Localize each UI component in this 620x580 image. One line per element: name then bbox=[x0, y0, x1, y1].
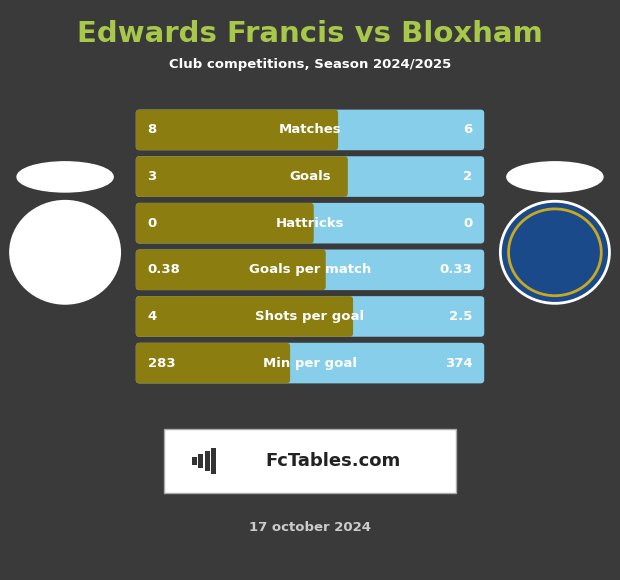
FancyBboxPatch shape bbox=[136, 296, 484, 337]
Text: Edwards Francis vs Bloxham: Edwards Francis vs Bloxham bbox=[77, 20, 543, 48]
FancyBboxPatch shape bbox=[136, 156, 348, 197]
Text: 2.5: 2.5 bbox=[449, 310, 472, 323]
FancyBboxPatch shape bbox=[136, 203, 484, 244]
FancyBboxPatch shape bbox=[136, 110, 338, 150]
FancyBboxPatch shape bbox=[136, 110, 484, 150]
FancyBboxPatch shape bbox=[211, 448, 216, 474]
Ellipse shape bbox=[507, 162, 603, 192]
Text: 4: 4 bbox=[148, 310, 157, 323]
Text: 0.38: 0.38 bbox=[148, 263, 180, 276]
Text: Matches: Matches bbox=[278, 124, 342, 136]
FancyBboxPatch shape bbox=[136, 343, 290, 383]
FancyBboxPatch shape bbox=[136, 249, 484, 290]
FancyBboxPatch shape bbox=[164, 429, 456, 493]
Text: FcTables.com: FcTables.com bbox=[265, 452, 401, 470]
Text: Min per goal: Min per goal bbox=[263, 357, 357, 369]
Circle shape bbox=[11, 201, 120, 303]
FancyBboxPatch shape bbox=[136, 249, 326, 290]
Text: 17 october 2024: 17 october 2024 bbox=[249, 521, 371, 534]
FancyBboxPatch shape bbox=[136, 343, 484, 383]
Text: 6: 6 bbox=[463, 124, 472, 136]
FancyBboxPatch shape bbox=[136, 156, 484, 197]
Text: Goals: Goals bbox=[289, 170, 331, 183]
Text: 283: 283 bbox=[148, 357, 175, 369]
FancyBboxPatch shape bbox=[192, 457, 197, 465]
Text: Club competitions, Season 2024/2025: Club competitions, Season 2024/2025 bbox=[169, 58, 451, 71]
FancyBboxPatch shape bbox=[198, 454, 203, 469]
Text: Goals per match: Goals per match bbox=[249, 263, 371, 276]
Text: Hattricks: Hattricks bbox=[276, 217, 344, 230]
FancyBboxPatch shape bbox=[136, 203, 314, 244]
Text: 8: 8 bbox=[148, 124, 157, 136]
Text: 0: 0 bbox=[148, 217, 157, 230]
Text: Shots per goal: Shots per goal bbox=[255, 310, 365, 323]
Circle shape bbox=[500, 201, 609, 303]
Text: 3: 3 bbox=[148, 170, 157, 183]
FancyBboxPatch shape bbox=[136, 296, 353, 337]
FancyBboxPatch shape bbox=[205, 451, 210, 471]
Text: 0: 0 bbox=[463, 217, 472, 230]
Text: 2: 2 bbox=[463, 170, 472, 183]
Text: 374: 374 bbox=[445, 357, 472, 369]
Ellipse shape bbox=[17, 162, 113, 192]
Text: 0.33: 0.33 bbox=[440, 263, 472, 276]
